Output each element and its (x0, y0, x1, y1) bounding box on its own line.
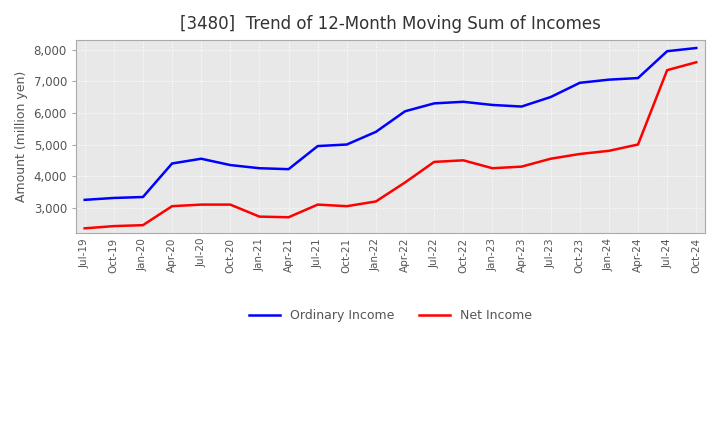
Ordinary Income (692, 45, 701, 51)
Ordinary Income (313, 143, 322, 149)
Net Income (313, 202, 322, 207)
Net Income (81, 226, 89, 231)
Ordinary Income (372, 129, 380, 135)
Ordinary Income (663, 48, 672, 54)
Ordinary Income (197, 156, 205, 161)
Ordinary Income (255, 165, 264, 171)
Ordinary Income (459, 99, 467, 104)
Net Income (692, 59, 701, 65)
Ordinary Income (226, 162, 235, 168)
Ordinary Income (139, 194, 148, 200)
Ordinary Income (343, 142, 351, 147)
Title: [3480]  Trend of 12-Month Moving Sum of Incomes: [3480] Trend of 12-Month Moving Sum of I… (180, 15, 601, 33)
Net Income (284, 215, 293, 220)
Ordinary Income (430, 101, 438, 106)
Net Income (226, 202, 235, 207)
Ordinary Income (575, 80, 584, 85)
Net Income (401, 180, 410, 185)
Net Income (430, 159, 438, 165)
Ordinary Income (168, 161, 176, 166)
Net Income (139, 223, 148, 228)
Ordinary Income (81, 197, 89, 202)
Net Income (488, 165, 497, 171)
Net Income (109, 224, 118, 229)
Net Income (372, 199, 380, 204)
Line: Ordinary Income: Ordinary Income (85, 48, 696, 200)
Ordinary Income (401, 109, 410, 114)
Legend: Ordinary Income, Net Income: Ordinary Income, Net Income (243, 304, 537, 327)
Ordinary Income (517, 104, 526, 109)
Net Income (168, 204, 176, 209)
Net Income (197, 202, 205, 207)
Ordinary Income (109, 195, 118, 201)
Net Income (459, 158, 467, 163)
Ordinary Income (488, 103, 497, 108)
Line: Net Income: Net Income (85, 62, 696, 228)
Ordinary Income (634, 75, 642, 81)
Ordinary Income (546, 95, 555, 100)
Net Income (517, 164, 526, 169)
Ordinary Income (284, 166, 293, 172)
Net Income (343, 204, 351, 209)
Net Income (546, 156, 555, 161)
Net Income (255, 214, 264, 219)
Y-axis label: Amount (million yen): Amount (million yen) (15, 71, 28, 202)
Net Income (605, 148, 613, 154)
Net Income (575, 151, 584, 157)
Ordinary Income (605, 77, 613, 82)
Net Income (663, 67, 672, 73)
Net Income (634, 142, 642, 147)
